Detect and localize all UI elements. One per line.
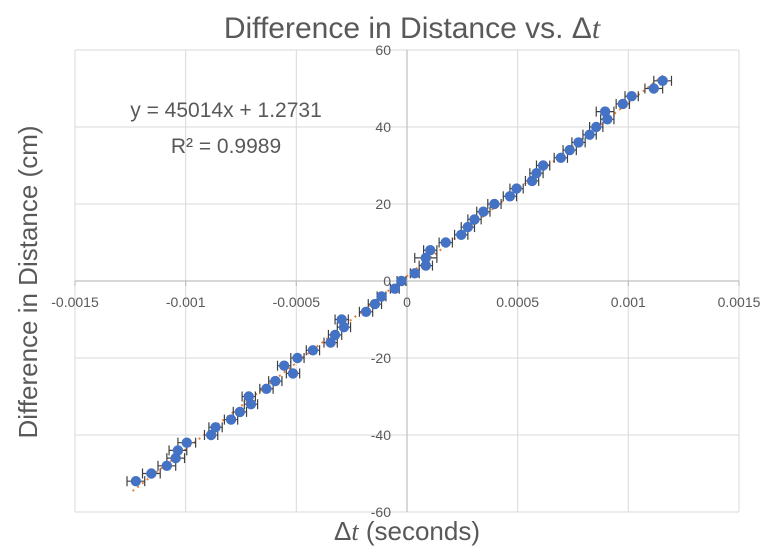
data-point	[146, 468, 157, 479]
data-point	[462, 221, 474, 233]
x-axis-title: Δt (seconds)	[334, 516, 480, 546]
data-point	[425, 245, 436, 256]
data-point	[584, 129, 595, 140]
x-tick-label: -0.001	[166, 294, 206, 310]
chart-title: Difference in Distance vs. Δt	[224, 12, 601, 45]
y-tick-label: 40	[375, 119, 391, 135]
y-tick-label: 20	[375, 196, 391, 212]
data-point	[234, 406, 246, 418]
data-point	[511, 183, 522, 194]
x-tick-label: 0	[403, 294, 411, 310]
data-point	[336, 314, 347, 325]
data-point	[172, 445, 184, 456]
data-point	[270, 375, 281, 387]
data-point	[278, 360, 290, 371]
data-point	[376, 291, 387, 302]
data-point	[591, 121, 602, 133]
data-point	[205, 429, 217, 441]
data-point	[531, 168, 542, 179]
x-tick-label: 0.001	[611, 294, 646, 310]
y-tick-label: 60	[375, 42, 391, 58]
data-point	[307, 345, 319, 356]
y-axis-title: Difference in Distance (cm)	[13, 125, 43, 438]
data-point	[648, 83, 659, 94]
data-point	[504, 191, 516, 202]
data-point	[489, 198, 500, 210]
data-point	[599, 106, 611, 117]
data-point	[537, 160, 549, 171]
axes	[74, 50, 740, 512]
data-point	[617, 98, 628, 110]
data-point	[161, 460, 173, 471]
tick-labels: -0.0015 -0.001 -0.0005 0 0.0005 0.001 0.0015 -6…	[51, 42, 760, 520]
data-point	[210, 422, 221, 433]
y-tick-label: -40	[371, 427, 391, 443]
x-tick-label: -0.0005	[273, 294, 321, 310]
data-point	[261, 383, 272, 394]
trendline-equation: y = 45014x + 1.2731	[130, 99, 322, 122]
data-point	[420, 252, 432, 264]
data-point	[555, 152, 567, 163]
data-point	[420, 260, 432, 271]
data-point	[292, 352, 303, 364]
data-point	[389, 283, 401, 294]
data-point	[181, 437, 192, 448]
data-point	[287, 368, 299, 379]
y-tick-label: 0	[383, 273, 391, 289]
data-point	[469, 214, 480, 225]
data-point	[526, 175, 538, 187]
x-tick-label: 0.0015	[718, 294, 761, 310]
data-point	[243, 391, 254, 402]
data-point	[456, 229, 467, 240]
data-point	[130, 476, 142, 487]
data-points	[130, 75, 668, 487]
data-point	[564, 144, 575, 156]
data-point	[409, 268, 420, 279]
x-tick-label: -0.0015	[51, 294, 99, 310]
data-point	[329, 329, 341, 341]
trendline-r-squared: R² = 0.9989	[171, 135, 281, 158]
data-point	[573, 137, 584, 148]
data-point	[626, 91, 637, 102]
y-tick-label: -60	[371, 504, 391, 520]
data-point	[396, 275, 407, 287]
data-point	[369, 298, 381, 310]
data-point	[325, 337, 336, 348]
data-point	[225, 414, 237, 425]
data-point	[360, 306, 372, 317]
data-point	[478, 206, 489, 217]
data-point	[657, 75, 668, 87]
y-tick-label: -20	[371, 350, 391, 366]
x-tick-label: 0.0005	[496, 294, 539, 310]
data-point	[440, 237, 451, 248]
